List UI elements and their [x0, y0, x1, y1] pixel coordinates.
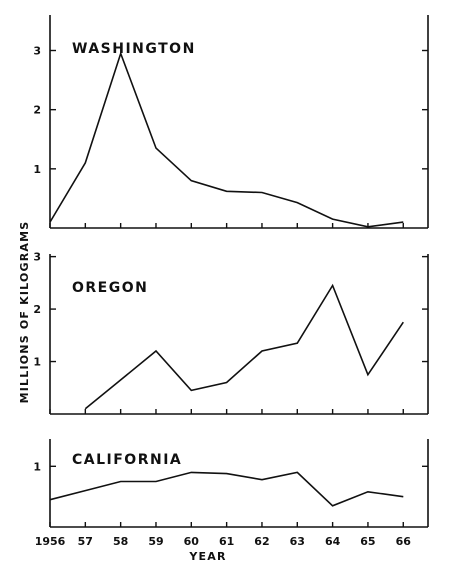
panel-washington: 1 2 3 WASHINGTON — [33, 15, 429, 229]
y-tick-label: 2 — [33, 303, 41, 316]
x-tick-label: 63 — [290, 535, 305, 548]
panel-california: 1 CALIFORNIA — [33, 439, 429, 528]
x-tick-label: 61 — [219, 535, 234, 548]
panel-title: CALIFORNIA — [72, 452, 182, 468]
panel-frame — [49, 439, 429, 528]
x-tick-label: 57 — [78, 535, 93, 548]
x-tick-label: 59 — [148, 535, 163, 548]
x-tick-label: 1956 — [35, 535, 66, 548]
panel-oregon: 1 2 3 OREGON — [33, 251, 429, 415]
panels: 1 2 3 WASHINGTON 1 2 3 OREGON 1 CALIFORNIA — [33, 15, 429, 528]
panel-title: OREGON — [72, 280, 148, 296]
x-tick-label: 60 — [184, 535, 200, 548]
y-axis-title: MILLIONS OF KILOGRAMS — [18, 221, 31, 404]
y-tick-label: 2 — [33, 104, 41, 117]
y-tick-label: 3 — [33, 251, 41, 264]
y-tick-label: 1 — [33, 163, 41, 176]
x-tick-label: 65 — [360, 535, 375, 548]
series-line-california — [49, 471, 404, 507]
x-tick-label: 66 — [396, 535, 412, 548]
x-tick-label: 62 — [254, 535, 269, 548]
panel-title: WASHINGTON — [72, 41, 196, 57]
x-tick-label: 64 — [325, 535, 341, 548]
x-axis-title: YEAR — [188, 550, 226, 563]
series-line-oregon — [84, 283, 404, 410]
y-tick-label: 1 — [33, 460, 41, 473]
y-tick-label: 1 — [33, 356, 41, 369]
series-line-washington — [49, 51, 404, 228]
panel-frame — [49, 254, 429, 415]
x-tick-label: 58 — [113, 535, 128, 548]
x-tick-labels: 1956 57 58 59 60 61 62 63 64 65 66 — [35, 535, 412, 548]
y-tick-label: 3 — [33, 45, 41, 58]
